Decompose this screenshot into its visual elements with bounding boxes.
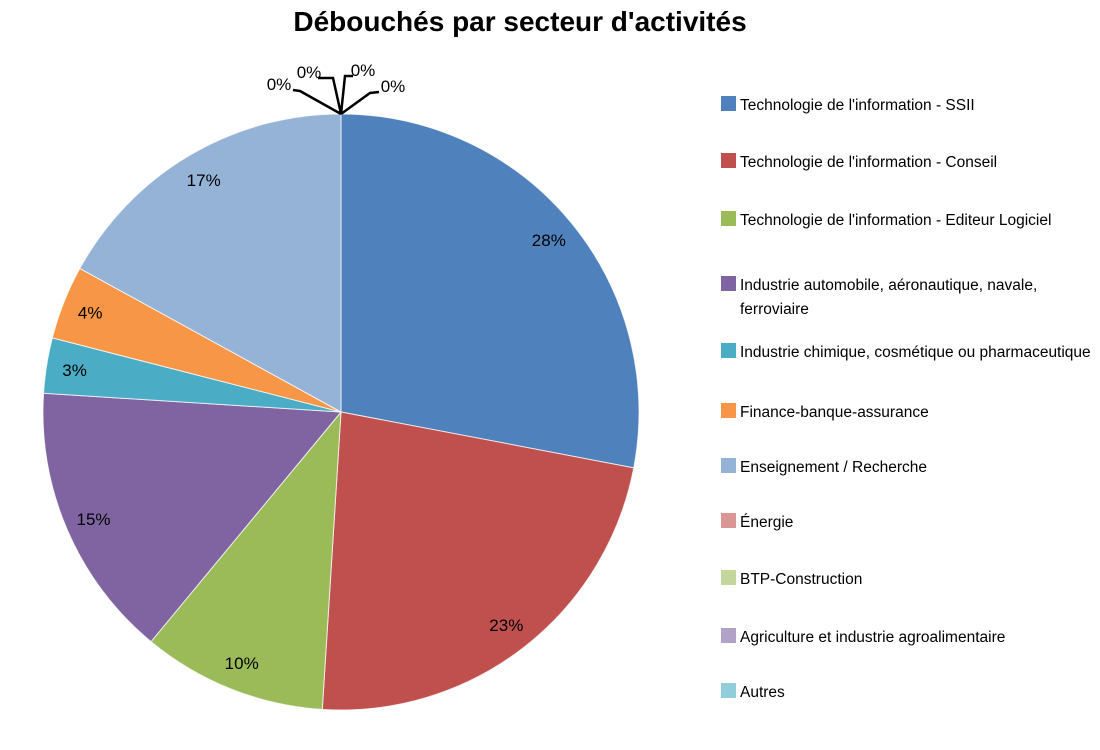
slice-percent-label: 15%: [76, 510, 110, 529]
legend: Technologie de l'information - SSII Techn…: [721, 0, 1093, 750]
legend-swatch-icon: [721, 211, 736, 226]
slice-percent-label-zero: 0%: [297, 63, 322, 82]
legend-label: Enseignement / Recherche: [740, 459, 927, 476]
legend-item: Technologie de l'information - Editeur L…: [721, 209, 1093, 233]
legend-label: Technologie de l'information - Editeur L…: [740, 212, 1052, 229]
legend-swatch-icon: [721, 628, 736, 643]
pie-slice: [42, 392, 342, 643]
slice-percent-label-zero: 0%: [267, 75, 292, 94]
legend-item: Industrie automobile, aéronautique, nava…: [721, 274, 1093, 322]
pie-slice: [321, 411, 635, 711]
slice-percent-label-zero: 0%: [381, 77, 406, 96]
legend-swatch-icon: [721, 683, 736, 698]
zero-label-leader: [318, 76, 343, 115]
legend-swatch-icon: [721, 570, 736, 585]
legend-item: Industrie chimique, cosmétique ou pharma…: [721, 341, 1093, 365]
legend-swatch-icon: [721, 153, 736, 168]
legend-swatch-icon: [721, 96, 736, 111]
legend-swatch-icon: [721, 403, 736, 418]
legend-label: Autres: [740, 684, 785, 701]
slice-percent-label: 28%: [532, 231, 566, 250]
chart-title: Débouchés par secteur d'activités: [293, 6, 747, 37]
legend-label: BTP-Construction: [740, 571, 863, 588]
zero-label-leader: [292, 88, 342, 116]
legend-label: Technologie de l'information - SSII: [740, 97, 975, 114]
slice-percent-label: 17%: [187, 171, 221, 190]
legend-label: Industrie automobile, aéronautique, nava…: [740, 277, 1038, 318]
slice-percent-label: 3%: [62, 361, 87, 380]
legend-swatch-icon: [721, 276, 736, 291]
legend-item: Technologie de l'information - Conseil: [721, 151, 1093, 175]
slice-percent-label: 23%: [489, 616, 523, 635]
legend-item: Enseignement / Recherche: [721, 456, 1093, 480]
legend-swatch-icon: [721, 343, 736, 358]
legend-swatch-icon: [721, 513, 736, 528]
pie-slice: [340, 113, 640, 469]
legend-label: Énergie: [740, 514, 794, 531]
pie-slices: [42, 113, 640, 711]
legend-item: Technologie de l'information - SSII: [721, 94, 1093, 118]
zero-label-leader-lines: [292, 74, 380, 116]
slice-percent-label-zero: 0%: [351, 61, 376, 80]
slice-percent-label: 10%: [225, 654, 259, 673]
legend-label: Agriculture et industrie agroalimentaire: [740, 629, 1006, 646]
legend-item: BTP-Construction: [721, 568, 1093, 592]
zero-label-leader: [339, 74, 353, 115]
pie-slice-labels: 28% 23% 10% 15% 3% 4% 17% 0% 0% 0% 0%: [62, 61, 566, 673]
pie-slice: [150, 411, 342, 710]
legend-swatch-icon: [721, 458, 736, 473]
slice-percent-label: 4%: [78, 304, 103, 323]
legend-label: Finance-banque-assurance: [740, 404, 929, 421]
legend-label: Technologie de l'information - Conseil: [740, 154, 998, 171]
legend-item: Finance-banque-assurance: [721, 401, 1093, 425]
legend-label: Industrie chimique, cosmétique ou pharma…: [740, 344, 1091, 361]
legend-item: Agriculture et industrie agroalimentaire: [721, 626, 1093, 650]
zero-label-leader: [340, 90, 380, 116]
legend-item: Énergie: [721, 511, 1093, 535]
pie-slice: [79, 113, 342, 413]
legend-item: Autres: [721, 681, 1093, 705]
